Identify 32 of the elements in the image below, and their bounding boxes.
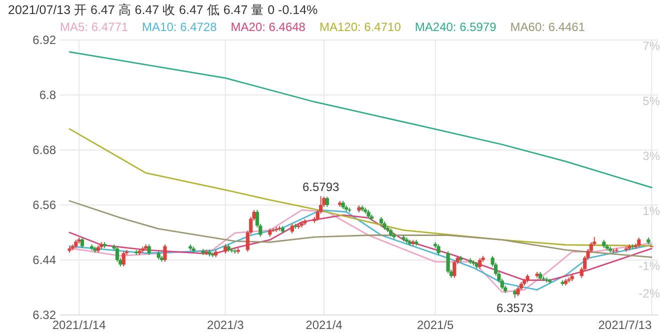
y-tick-label: 6.44 xyxy=(32,253,56,267)
candlestick xyxy=(115,246,120,262)
text: MA5: 6.4771 xyxy=(60,20,128,34)
candlestick xyxy=(290,223,294,234)
candlestick xyxy=(478,258,482,270)
y-tick-label: 6.92 xyxy=(32,33,56,47)
text: MA60: 6.4461 xyxy=(510,20,586,34)
text: MA240: 6.5979 xyxy=(414,20,497,34)
x-tick-label: 2021/5 xyxy=(416,318,454,332)
candlestick xyxy=(163,244,167,262)
x-tick-label: 2021/7/13 xyxy=(598,318,652,332)
candlestick xyxy=(516,286,520,297)
text: MA10: 6.4728 xyxy=(142,20,218,34)
text: MA20: 6.4648 xyxy=(230,20,306,34)
candlestick xyxy=(224,244,228,254)
x-tick-label: 2021/3 xyxy=(207,318,244,332)
candlestick xyxy=(80,237,84,249)
y-tick-label: 6.8 xyxy=(39,88,56,102)
candlestick xyxy=(147,244,151,256)
annotation: 6.3573 xyxy=(496,300,534,315)
y-tick-label: 6.68 xyxy=(32,143,56,157)
annotation: 6.5793 xyxy=(302,180,340,194)
y-tick-label: 6.56 xyxy=(32,198,56,212)
candlestick xyxy=(436,244,440,256)
candlestick xyxy=(122,250,126,267)
candlestick xyxy=(446,250,450,274)
candlestick xyxy=(637,237,641,248)
candlestick xyxy=(325,196,329,208)
text: MA120: 6.4710 xyxy=(319,20,402,34)
chart-title: 2021/07/13 开 6.47 高 6.47 收 6.47 低 6.47 量 0 -0.14% xyxy=(8,2,318,17)
x-tick-label: 2021/4 xyxy=(306,318,343,332)
candlestick xyxy=(452,260,456,278)
